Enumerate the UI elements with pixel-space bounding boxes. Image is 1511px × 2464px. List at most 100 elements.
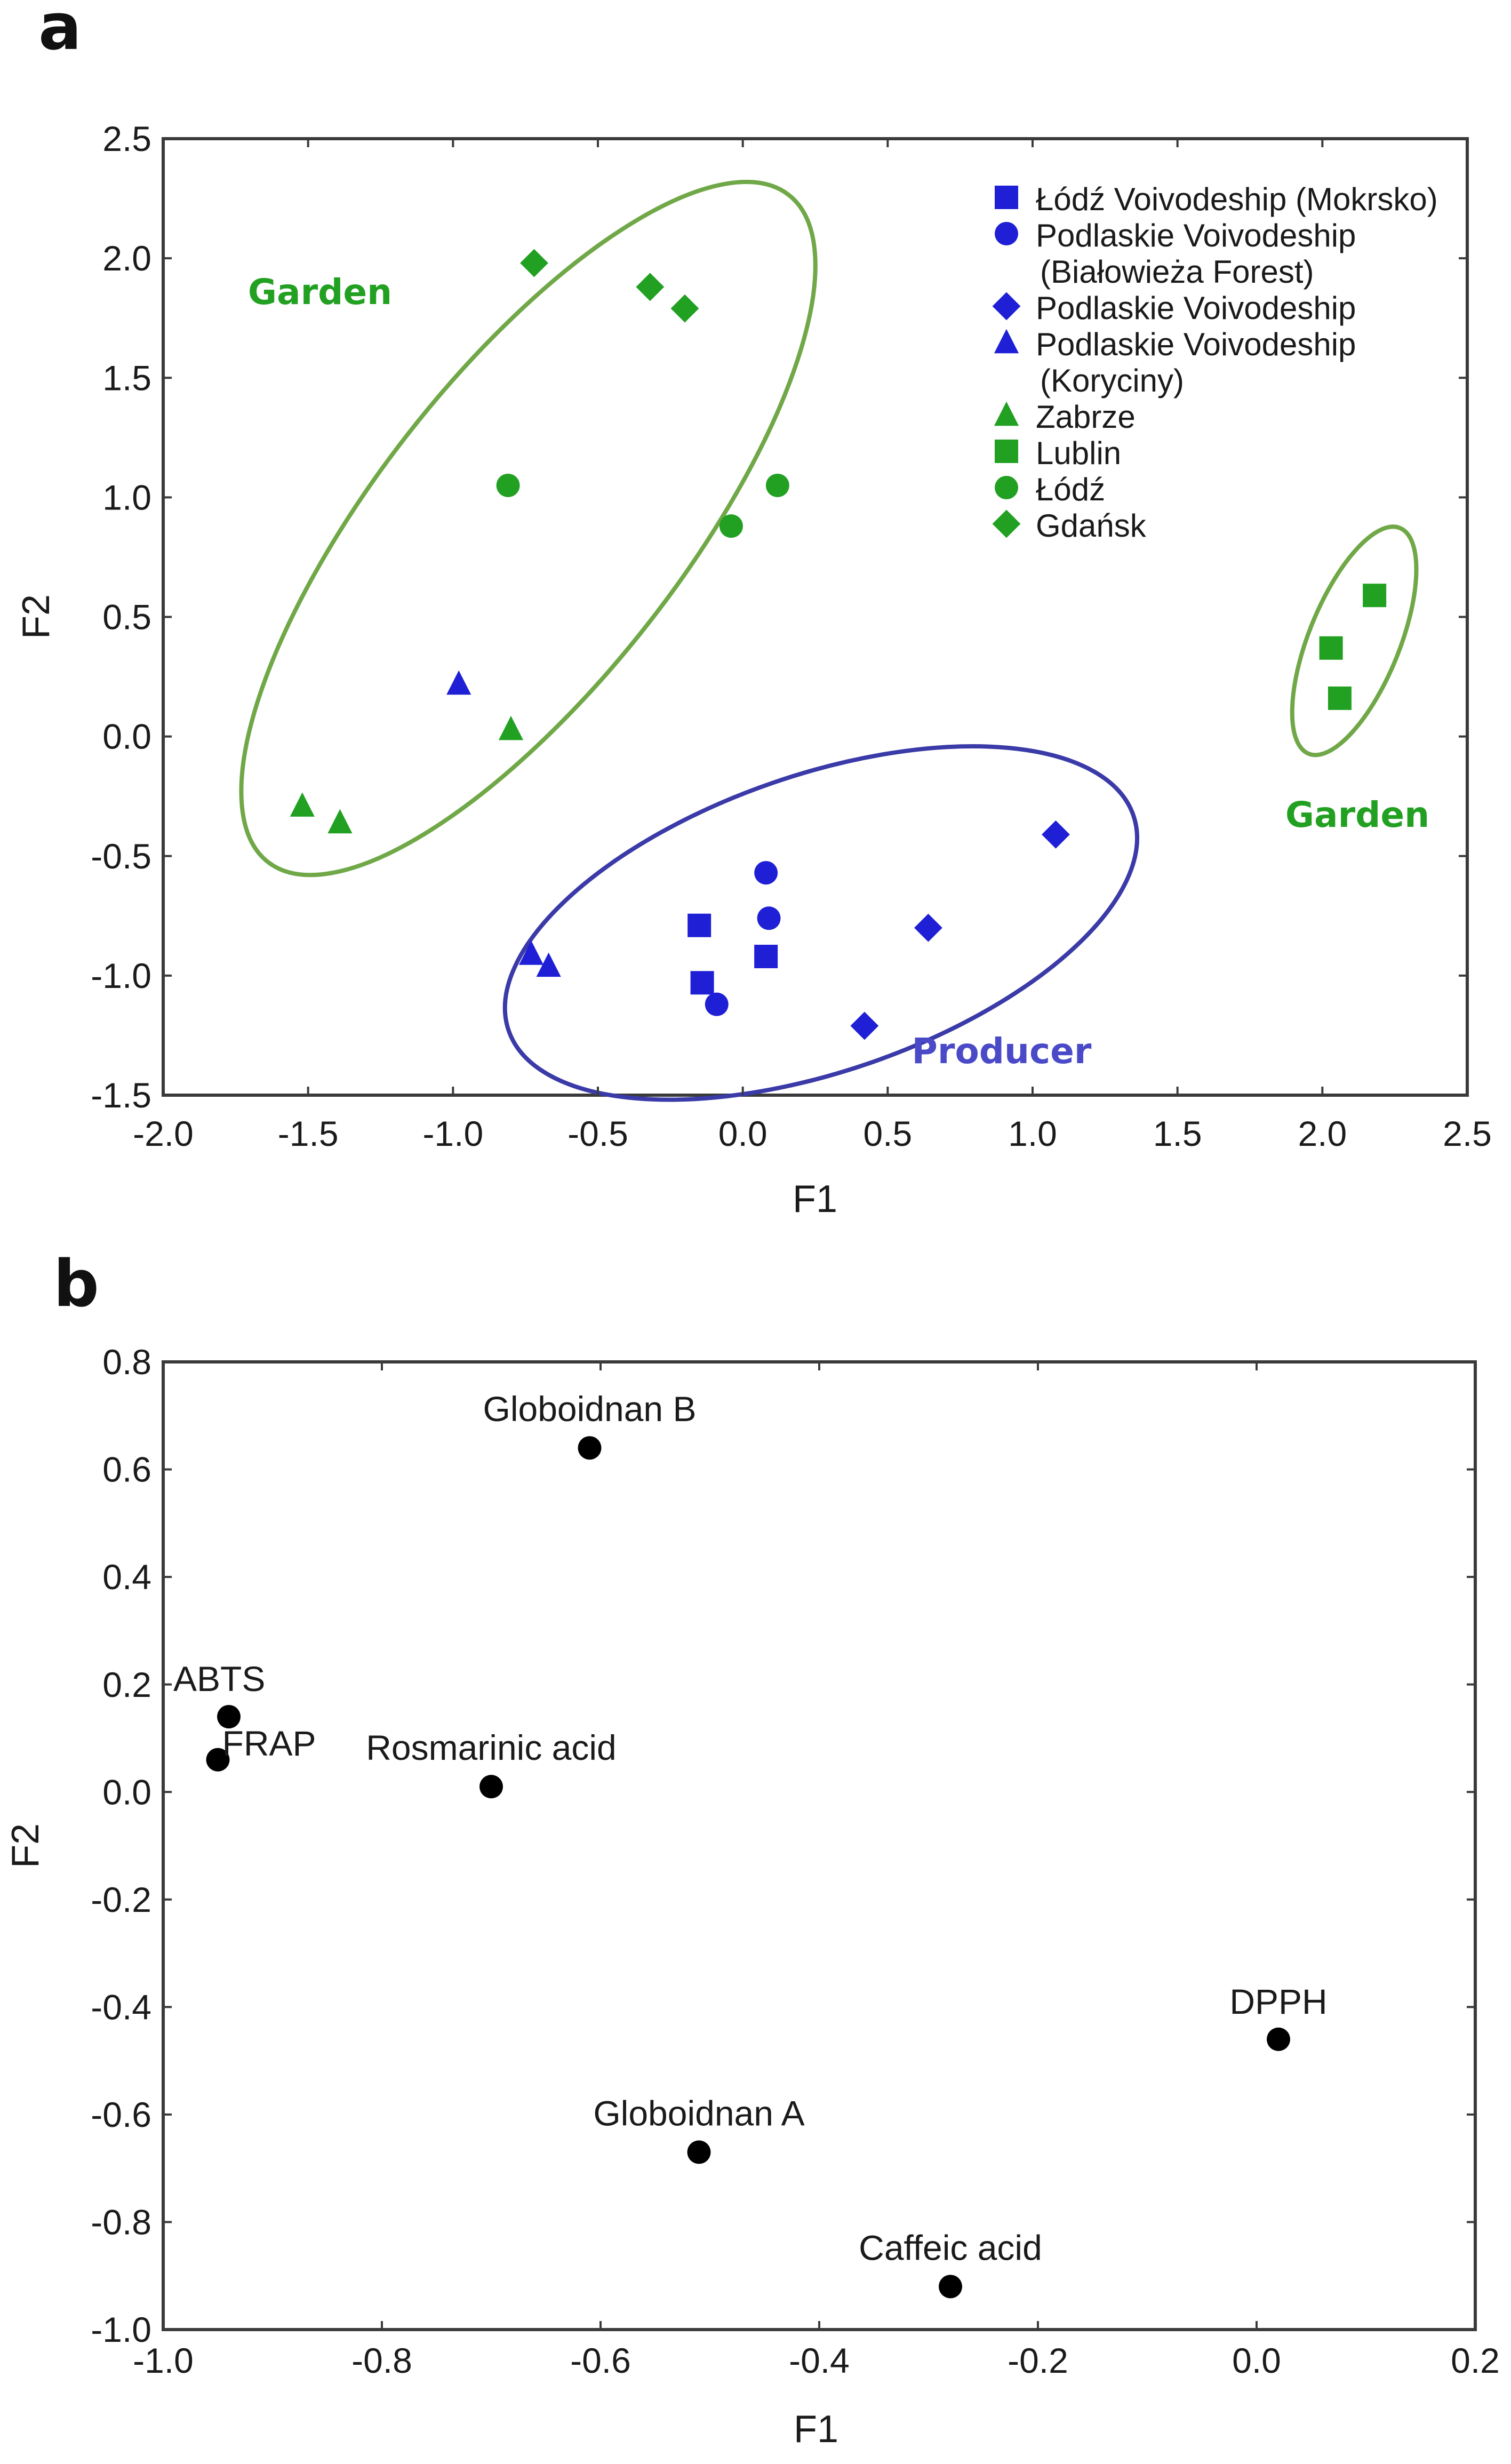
- x-axis-label-a: F1: [793, 1178, 837, 1221]
- point-zabrze: [290, 792, 315, 817]
- legend-label: Gdańsk: [1036, 508, 1147, 544]
- point-lodz: [765, 473, 789, 497]
- point-podlaskie-voivodeship: [1042, 820, 1070, 849]
- point-dpph: [1267, 2027, 1290, 2051]
- legend-marker-podlaskie-voivodeship-bialowieza-forest: [995, 222, 1018, 245]
- y-tick-label: -0.4: [91, 1987, 151, 2027]
- point-caffeic-acid: [939, 2275, 962, 2299]
- point-lodz-voivodeship-mokrsko: [690, 971, 714, 995]
- point-lodz-voivodeship-mokrsko: [754, 945, 778, 969]
- legend-marker-podlaskie-voivodeship-koryciny: [994, 329, 1019, 354]
- group-ellipse-garden: [239, 180, 818, 878]
- legend-marker-lodz-voivodeship-mokrsko: [995, 186, 1018, 209]
- legend-marker-lodz: [995, 476, 1018, 499]
- legend-label: (Białowieża Forest): [1040, 254, 1314, 290]
- legend-label: Podlaskie Voivodeship: [1036, 218, 1356, 253]
- point-podlaskie-voivodeship-bialowieza-forest: [705, 992, 729, 1016]
- point-frap: [206, 1748, 230, 1772]
- point-podlaskie-voivodeship-koryciny: [446, 670, 471, 695]
- point-label-dpph: DPPH: [1229, 1982, 1327, 2021]
- y-tick-label: 0.4: [102, 1557, 151, 1597]
- x-tick-label: -1.0: [422, 1114, 483, 1153]
- point-abts: [217, 1705, 241, 1729]
- x-tick-label: -1.0: [133, 2341, 194, 2380]
- legend-label: Lublin: [1036, 435, 1121, 471]
- x-tick-label: 2.0: [1298, 1114, 1347, 1153]
- point-lodz-voivodeship-mokrsko: [687, 913, 711, 937]
- y-tick-label: 0.2: [102, 1665, 151, 1704]
- y-tick-label: 1.5: [102, 358, 151, 397]
- x-tick-label: 2.5: [1443, 1114, 1492, 1153]
- point-label-globoidnan-b: Globoidnan B: [483, 1389, 697, 1429]
- y-tick-label: 0.5: [102, 597, 151, 637]
- legend-marker-podlaskie-voivodeship: [992, 292, 1021, 321]
- legend-a: Łódź Voivodeship (Mokrsko)Podlaskie Voiv…: [992, 181, 1438, 544]
- point-zabrze: [498, 715, 524, 740]
- y-tick-label: -1.0: [91, 2310, 151, 2349]
- point-zabrze: [327, 809, 353, 834]
- point-lodz: [719, 514, 743, 538]
- point-gdansk: [636, 273, 665, 301]
- point-podlaskie-voivodeship-koryciny: [518, 940, 544, 965]
- ticks-a: -2.0 -1.5 -1.0 -0.5 0.0 0.5 1.0 1.5 2.0 2.5-1.5-1…: [91, 119, 1492, 1153]
- data-points-a: [290, 249, 1387, 1040]
- point-globoidnan-b: [578, 1436, 602, 1460]
- point-lodz: [496, 473, 520, 497]
- legend-label: Łódź: [1036, 472, 1105, 507]
- ticks-b: -1.0 -0.8 -0.6 -0.4 -0.2 0.0 0.2 -1.0 -0.8 -0.6 -0…: [91, 1342, 1500, 2380]
- legend-marker-lublin: [995, 440, 1018, 463]
- legend-marker-zabrze: [994, 401, 1019, 426]
- x-tick-label: -0.6: [570, 2341, 631, 2380]
- point-lublin: [1328, 686, 1352, 710]
- plot-frame-a: [162, 137, 1469, 1097]
- x-tick-label: -1.5: [278, 1114, 339, 1153]
- group-label-producer: Producer: [912, 1031, 1092, 1072]
- x-axis-label-b: F1: [794, 2408, 838, 2451]
- x-tick-label: 0.0: [718, 1114, 768, 1153]
- y-tick-label: 0.6: [102, 1450, 151, 1489]
- y-tick-label: 2.0: [102, 238, 151, 278]
- y-axis-label-b: F2: [4, 1823, 47, 1868]
- point-gdansk: [520, 249, 548, 277]
- legend-label: (Koryciny): [1040, 363, 1184, 398]
- y-tick-label: -0.5: [91, 836, 151, 876]
- group-labels-a: Garden Garden Producer: [248, 272, 1429, 1072]
- group-ellipse-producer: [502, 744, 1139, 1102]
- y-tick-label: -0.6: [91, 2095, 151, 2134]
- group-label-garden: Garden: [248, 272, 392, 313]
- group-ellipses-a: [239, 180, 1419, 1102]
- x-tick-label: -0.4: [789, 2341, 850, 2380]
- y-tick-label: -1.0: [91, 956, 151, 995]
- point-lublin: [1363, 584, 1387, 608]
- y-tick-label: -0.2: [91, 1880, 151, 1919]
- point-podlaskie-voivodeship-bialowieza-forest: [757, 906, 781, 930]
- y-tick-label: 0.8: [102, 1342, 151, 1382]
- x-tick-label: -0.5: [567, 1114, 628, 1153]
- data-points-b: Globoidnan B ABTS FRAP Rosmarinic acid DPPH G…: [173, 1389, 1328, 2299]
- point-lublin: [1319, 636, 1343, 660]
- x-tick-label: -0.8: [351, 2341, 412, 2380]
- legend-label: Zabrze: [1036, 399, 1136, 435]
- point-label-abts: ABTS: [173, 1659, 265, 1699]
- point-gdansk: [670, 294, 699, 323]
- point-podlaskie-voivodeship-bialowieza-forest: [754, 861, 778, 885]
- y-tick-label: 0.0: [102, 717, 151, 756]
- chart-b: -1.0 -0.8 -0.6 -0.4 -0.2 0.0 0.2 -1.0 -0.8 -0.6 -0…: [4, 1342, 1500, 2451]
- x-tick-label: 1.0: [1008, 1114, 1057, 1153]
- point-globoidnan-a: [687, 2140, 711, 2164]
- y-tick-label: 1.0: [102, 477, 151, 517]
- point-podlaskie-voivodeship-koryciny: [536, 952, 561, 977]
- chart-a: -2.0 -1.5 -1.0 -0.5 0.0 0.5 1.0 1.5 2.0 2.5-1.5-1…: [15, 119, 1492, 1221]
- y-tick-label: -1.5: [91, 1075, 151, 1115]
- x-tick-label: 0.2: [1451, 2341, 1500, 2380]
- point-label-globoidnan-a: Globoidnan A: [593, 2093, 804, 2133]
- y-tick-label: 0.0: [102, 1772, 151, 1812]
- legend-label: Podlaskie Voivodeship: [1036, 290, 1356, 326]
- x-tick-label: 0.0: [1232, 2341, 1281, 2380]
- point-label-caffeic-acid: Caffeic acid: [859, 2228, 1042, 2267]
- plot-frame-b: [162, 1360, 1477, 2331]
- legend-marker-gdansk: [992, 509, 1021, 538]
- legend-label: Podlaskie Voivodeship: [1036, 326, 1356, 362]
- group-ellipse-garden: [1290, 524, 1419, 757]
- point-label-rosmarinic-acid: Rosmarinic acid: [366, 1728, 616, 1767]
